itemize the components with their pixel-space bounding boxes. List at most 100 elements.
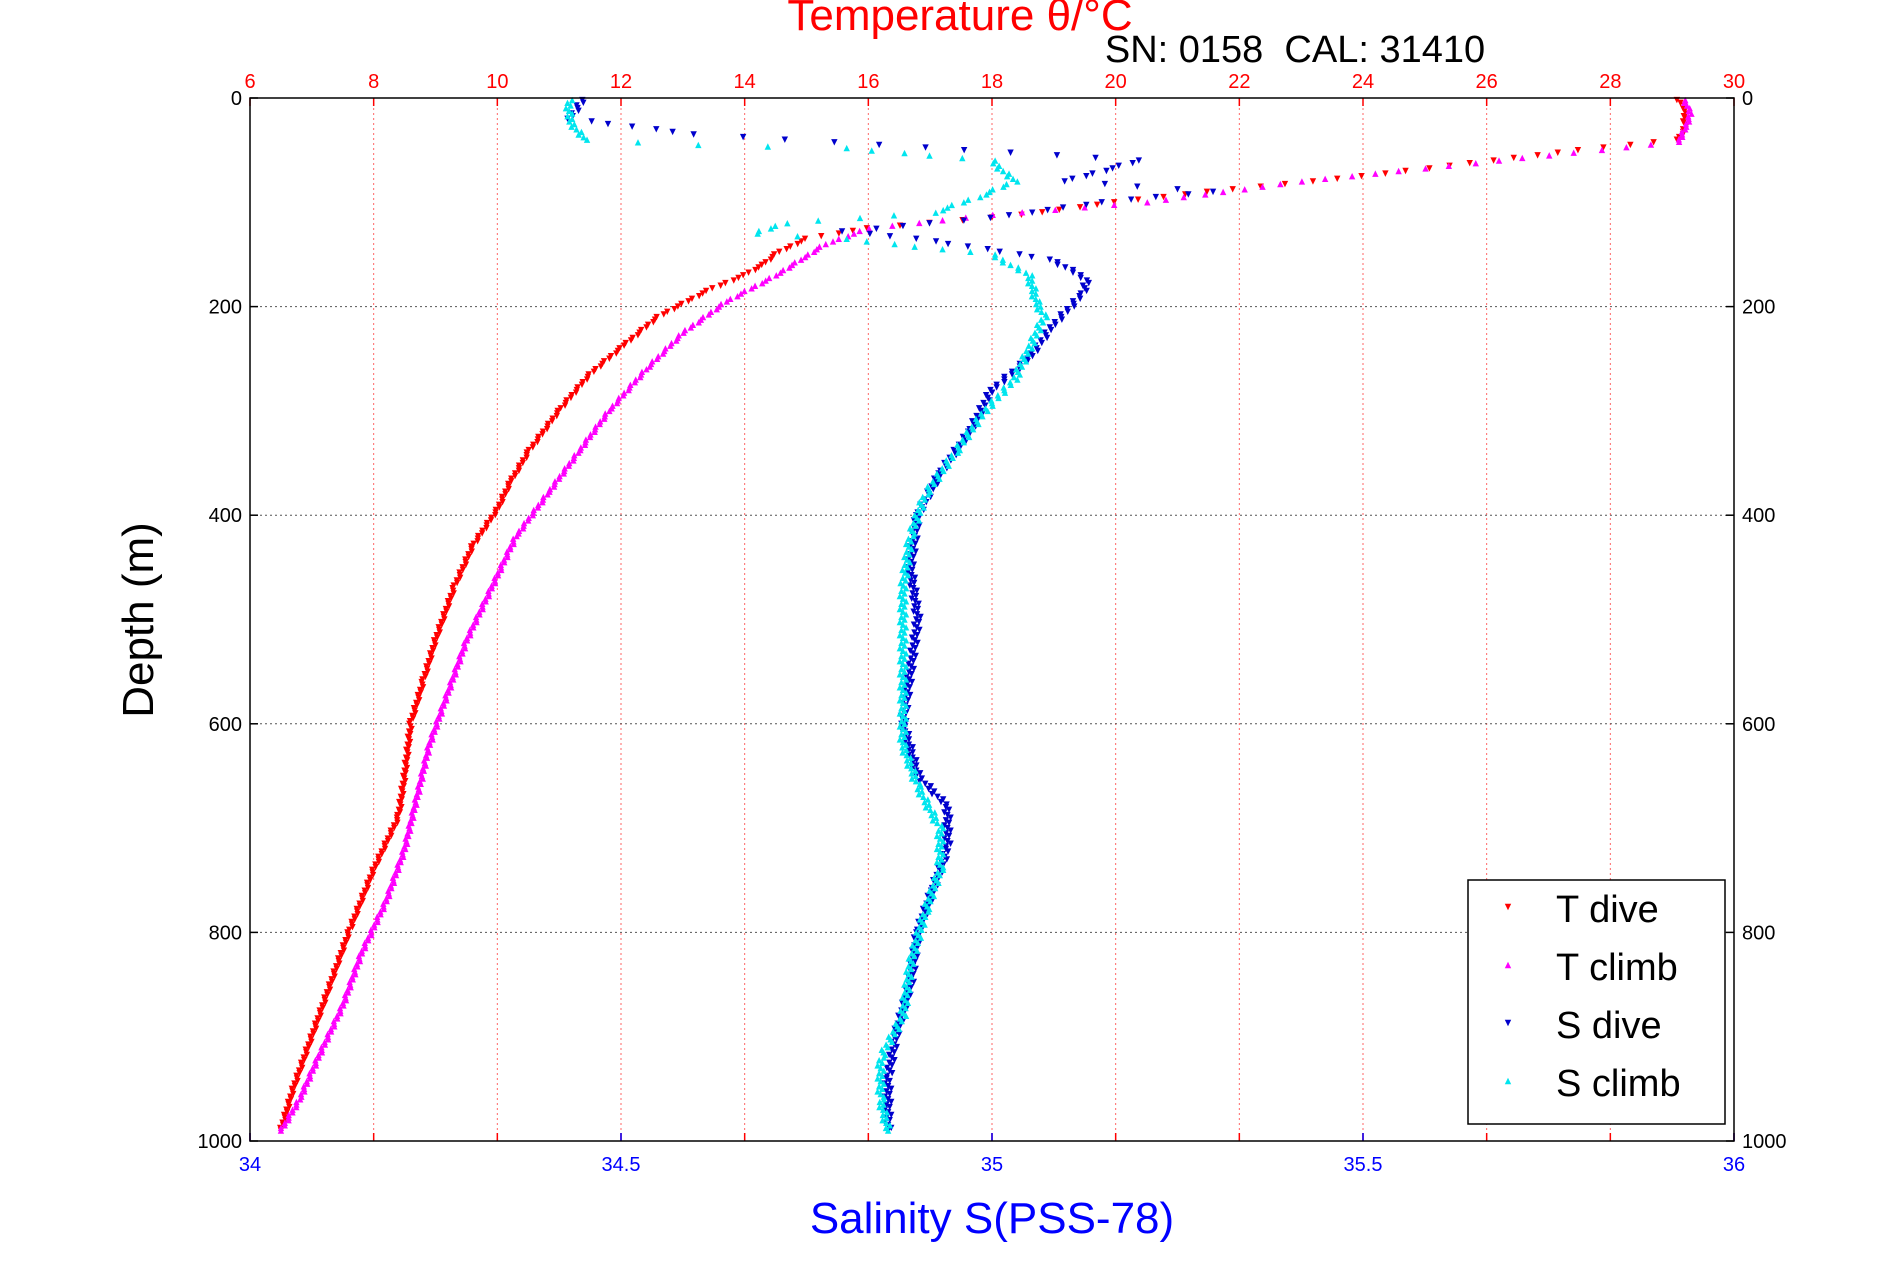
data-point	[1395, 167, 1402, 175]
data-point	[893, 1043, 901, 1051]
data-point	[296, 1070, 303, 1077]
data-point	[407, 827, 414, 834]
data-point	[888, 1070, 896, 1077]
data-point	[580, 133, 587, 141]
data-point	[899, 566, 906, 574]
data-point	[921, 496, 929, 503]
data-point	[312, 1059, 319, 1066]
data-point	[899, 222, 907, 230]
data-point	[1093, 201, 1101, 209]
data-point	[507, 545, 514, 553]
data-point	[556, 472, 563, 480]
data-point	[409, 715, 417, 722]
data-point	[525, 514, 532, 522]
data-point	[901, 733, 908, 741]
data-point	[939, 850, 947, 858]
data-point	[843, 144, 850, 152]
data-point	[560, 470, 567, 477]
data-point	[419, 775, 426, 782]
data-point	[913, 757, 920, 764]
data-point	[850, 230, 858, 237]
data-point	[1092, 154, 1099, 162]
data-point	[324, 991, 331, 999]
tick-label-temperature: 20	[1105, 71, 1127, 93]
data-point	[327, 1028, 335, 1035]
data-point	[934, 793, 941, 801]
data-point	[916, 626, 923, 634]
data-point	[969, 425, 977, 433]
data-point	[1174, 186, 1181, 193]
legend: T dive T climb S dive S climb	[1467, 879, 1726, 1125]
data-point	[530, 506, 537, 514]
data-point	[557, 405, 564, 412]
data-point	[378, 850, 386, 858]
data-point	[1298, 178, 1306, 185]
data-point	[943, 856, 951, 863]
data-point	[508, 478, 515, 485]
data-point	[1028, 253, 1035, 261]
data-point	[988, 389, 996, 396]
data-point	[550, 483, 558, 490]
data-point	[902, 741, 910, 748]
data-point	[417, 689, 424, 696]
data-point	[730, 277, 737, 284]
data-point	[889, 222, 896, 229]
data-point	[914, 947, 921, 954]
data-point	[915, 600, 922, 608]
data-point	[896, 605, 904, 613]
legend-marker-s-dive	[1504, 1019, 1512, 1027]
data-point	[583, 376, 591, 383]
legend-label-t-dive: T dive	[1556, 889, 1659, 931]
data-point	[915, 791, 923, 798]
data-point	[1032, 300, 1040, 308]
data-point	[913, 235, 920, 243]
data-point	[929, 817, 936, 824]
data-point	[925, 908, 932, 915]
data-point	[1031, 339, 1038, 347]
data-point	[695, 292, 703, 300]
data-point	[1001, 389, 1009, 396]
data-point	[1110, 201, 1118, 209]
tick-label-temperature: 26	[1476, 71, 1498, 93]
data-point	[1685, 113, 1692, 120]
tick-label-temperature: 22	[1228, 71, 1250, 93]
data-point	[566, 118, 573, 125]
data-point	[912, 598, 919, 605]
data-point	[1277, 180, 1284, 188]
tick-label-temperature: 16	[857, 71, 879, 93]
data-point	[880, 1067, 888, 1074]
data-point	[901, 149, 908, 157]
data-point	[936, 835, 944, 842]
data-point	[380, 905, 388, 913]
data-point	[591, 425, 599, 433]
data-point	[322, 999, 329, 1007]
data-point	[762, 277, 769, 284]
data-point	[372, 864, 379, 871]
data-point	[899, 712, 907, 720]
data-point	[944, 824, 951, 832]
data-point	[604, 120, 612, 128]
data-point	[896, 592, 904, 600]
data-point	[936, 475, 943, 482]
data-point	[904, 762, 911, 769]
data-point	[960, 217, 968, 224]
data-point	[935, 879, 942, 887]
data-point	[383, 897, 390, 905]
data-point	[1650, 139, 1657, 146]
data-point	[688, 295, 696, 302]
tick-label-depth-right: 600	[1742, 714, 1775, 736]
data-point	[1098, 199, 1105, 206]
data-point	[875, 1056, 883, 1064]
data-point	[877, 1090, 884, 1098]
data-point	[907, 983, 915, 991]
data-point	[899, 738, 907, 746]
data-point	[583, 136, 591, 143]
data-point	[829, 238, 837, 245]
data-point	[891, 1056, 898, 1064]
data-point	[1003, 173, 1011, 180]
data-point	[944, 811, 951, 819]
data-point	[482, 598, 489, 605]
data-point	[1445, 162, 1453, 169]
data-point	[1005, 212, 1013, 219]
data-point	[491, 579, 499, 587]
